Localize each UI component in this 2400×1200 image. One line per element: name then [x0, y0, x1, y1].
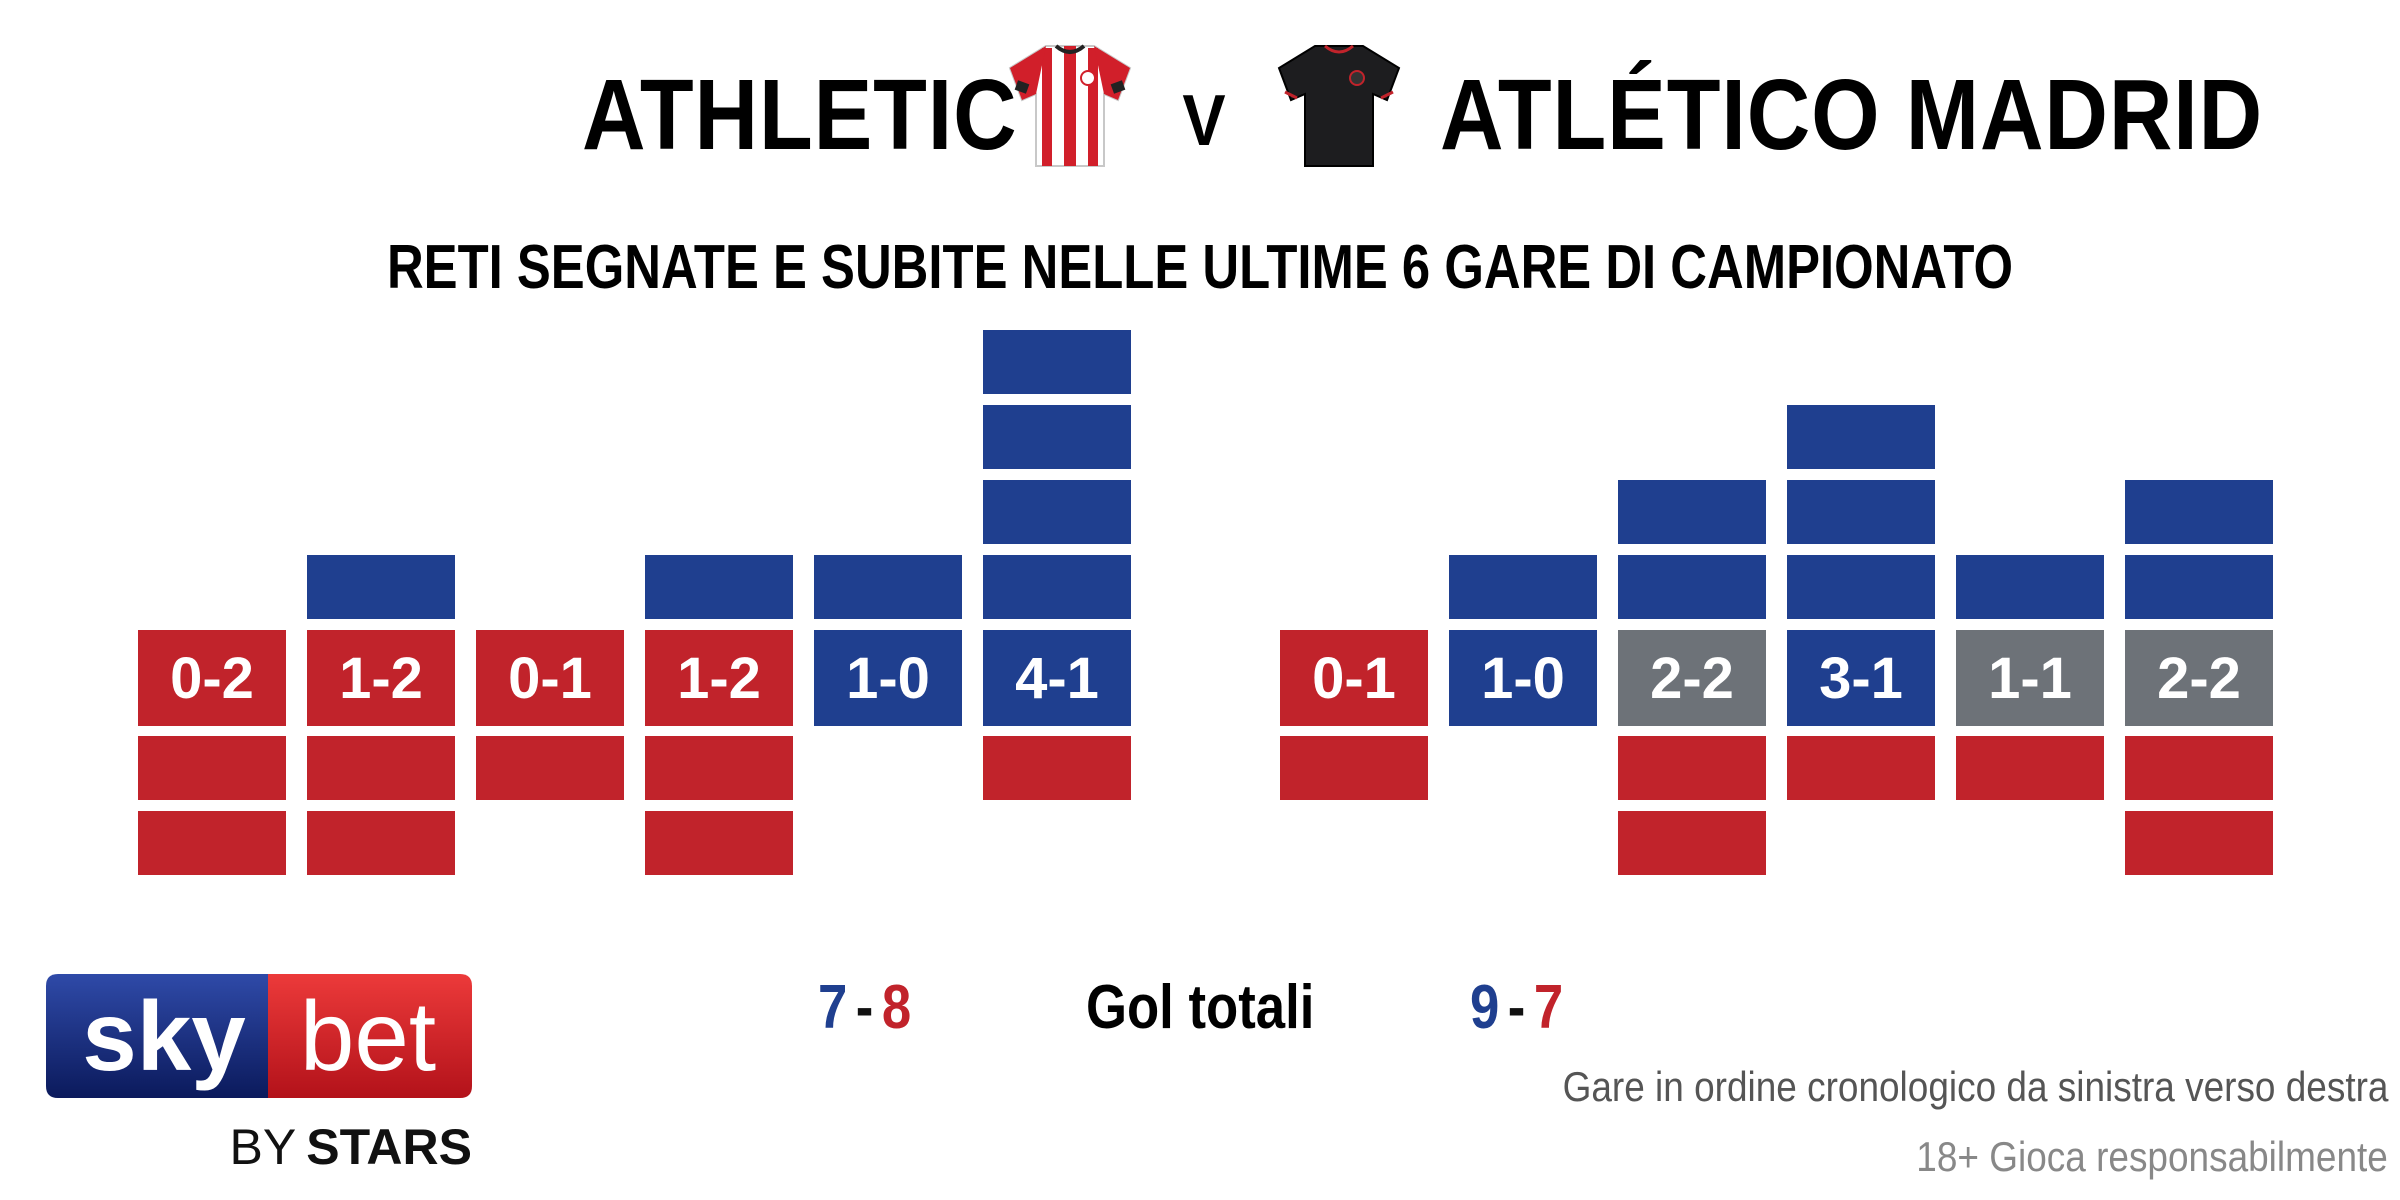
score-label: 0-1: [508, 646, 592, 711]
conceded-block: [2125, 736, 2273, 800]
scored-block: [1956, 555, 2104, 619]
scored-block: [1787, 405, 1935, 469]
score-label-block: [307, 630, 455, 726]
score-label: 1-0: [1481, 646, 1565, 711]
conceded-block: [645, 736, 793, 800]
score-label: 2-2: [1650, 646, 1734, 711]
logo-word-bet: bet: [300, 981, 436, 1091]
scored-block: [2125, 480, 2273, 544]
home-total-scored: 7: [818, 973, 848, 1042]
goals-chart: 0-2 1-2 0-1 1-2 1-0 4-1 0-1 1-0 2-2 3-1 1-1 2-2: [138, 330, 2273, 875]
score-label: 2-2: [2157, 646, 2241, 711]
conceded-block: [138, 736, 286, 800]
conceded-block: [476, 736, 624, 800]
scored-block: [1787, 555, 1935, 619]
score-label: 1-2: [677, 646, 761, 711]
home-total-dash: -: [855, 973, 874, 1042]
home-team-name: ATHLETIC: [582, 59, 1018, 171]
scored-block: [814, 555, 962, 619]
score-label-block: [1618, 630, 1766, 726]
home-total-conceded: 8: [881, 973, 912, 1042]
score-label: 0-2: [170, 646, 254, 711]
conceded-block: [307, 811, 455, 875]
conceded-block: [2125, 811, 2273, 875]
away-total-dash: -: [1507, 973, 1526, 1042]
totals-label: Gol totali: [1086, 973, 1315, 1042]
scored-block: [1449, 555, 1597, 619]
chronological-order-note: Gare in ordine cronologico da sinistra v…: [1562, 1063, 2388, 1110]
score-label-block: [645, 630, 793, 726]
black-jersey-icon: [1277, 44, 1401, 167]
scored-block: [645, 555, 793, 619]
red-white-striped-jersey-icon: [1008, 44, 1132, 167]
score-label-block: [2125, 630, 2273, 726]
score-label: 1-0: [846, 646, 930, 711]
score-label: 4-1: [1015, 646, 1099, 711]
conceded-block: [1618, 736, 1766, 800]
scored-block: [1618, 480, 1766, 544]
score-label: 1-1: [1988, 646, 2072, 711]
scored-block: [983, 480, 1131, 544]
logo-word-sky: sky: [82, 981, 246, 1091]
score-label: 0-1: [1312, 646, 1396, 711]
versus-label: V: [1182, 81, 1226, 161]
conceded-block: [983, 736, 1131, 800]
logo-byline-by: BY: [230, 1119, 297, 1174]
conceded-block: [138, 811, 286, 875]
away-total-scored: 9: [1470, 973, 1500, 1042]
scored-block: [983, 330, 1131, 394]
away-totals: 9-7: [1470, 970, 1563, 1046]
conceded-block: [645, 811, 793, 875]
home-totals: 7-8: [818, 970, 911, 1046]
scored-block: [307, 555, 455, 619]
score-label-block: [1787, 630, 1935, 726]
scored-block: [1618, 555, 1766, 619]
score-label: 1-2: [339, 646, 423, 711]
score-label-block: [1449, 630, 1597, 726]
skybet-logo: sky bet BY STARS: [46, 974, 472, 1174]
scored-block: [983, 405, 1131, 469]
score-label: 3-1: [1819, 646, 1903, 711]
conceded-block: [307, 736, 455, 800]
conceded-block: [1618, 811, 1766, 875]
conceded-block: [1956, 736, 2104, 800]
score-label-block: [1956, 630, 2104, 726]
away-team-name: ATLÉTICO MADRID: [1440, 59, 2264, 171]
match-title: ATHLETIC V ATLÉTICO MADRID: [0, 40, 2400, 190]
scored-block: [2125, 555, 2273, 619]
responsible-gambling-note: 18+ Gioca responsabilmente: [1916, 1133, 2388, 1180]
away-total-conceded: 7: [1533, 973, 1564, 1042]
score-label-block: [1280, 630, 1428, 726]
score-label-block: [983, 630, 1131, 726]
chart-subtitle: RETI SEGNATE E SUBITE NELLE ULTIME 6 GAR…: [386, 233, 2014, 302]
score-label-block: [814, 630, 962, 726]
score-label-block: [476, 630, 624, 726]
conceded-block: [1280, 736, 1428, 800]
scored-block: [1787, 480, 1935, 544]
logo-byline-stars: STARS: [306, 1119, 472, 1174]
scored-block: [983, 555, 1131, 619]
score-label-block: [138, 630, 286, 726]
conceded-block: [1787, 736, 1935, 800]
